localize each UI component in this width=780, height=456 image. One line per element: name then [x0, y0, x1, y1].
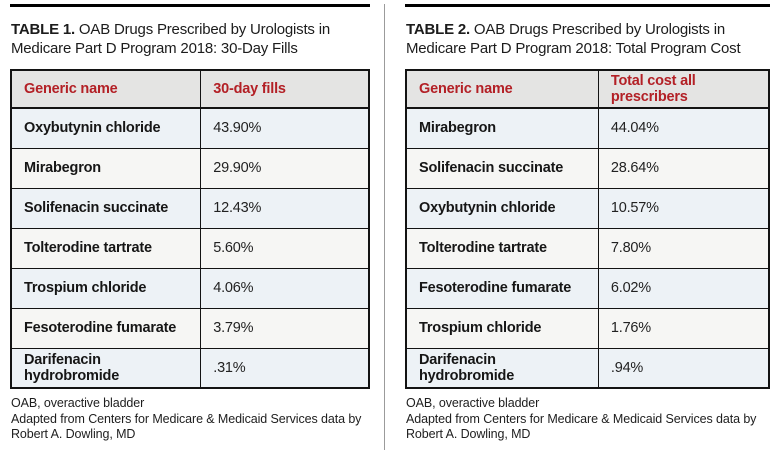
header-row: Generic name Total cost all prescribers	[405, 69, 770, 109]
drug-name-cell: Darifenacin hydrobromide	[10, 347, 202, 389]
footnote-abbreviation: OAB, overactive bladder	[11, 396, 145, 410]
drug-name-cell: Solifenacin succinate	[405, 147, 599, 189]
value-cell: 3.79%	[200, 307, 370, 349]
value-cell: 10.57%	[597, 187, 770, 229]
drug-name-cell: Oxybutynin chloride	[10, 107, 202, 149]
column-header-30-day-fills: 30-day fills	[200, 69, 370, 109]
drug-name-cell: Darifenacin hydrobromide	[405, 347, 599, 389]
table-1-title: TABLE 1. OAB Drugs Prescribed by Urologi…	[11, 20, 370, 58]
table-1-label: TABLE 1.	[11, 21, 75, 38]
drug-name-cell: Mirabegron	[10, 147, 202, 189]
value-cell: 7.80%	[597, 227, 770, 269]
column-header-total-cost: Total cost all prescribers	[597, 69, 770, 109]
drug-name-cell: Fesoterodine fumarate	[405, 267, 599, 309]
table-row: Solifenacin succinate 28.64%	[405, 147, 770, 189]
value-cell: .31%	[200, 347, 370, 389]
column-header-generic-name: Generic name	[10, 69, 202, 109]
footnote-abbreviation: OAB, overactive bladder	[406, 396, 540, 410]
top-rule	[10, 4, 370, 7]
table-1-footnotes: OAB, overactive bladder Adapted from Cen…	[11, 396, 363, 443]
table-row: Oxybutynin chloride 10.57%	[405, 187, 770, 229]
footnote-source: Adapted from Centers for Medicare & Medi…	[406, 411, 757, 442]
value-cell: 6.02%	[597, 267, 770, 309]
drug-name-cell: Mirabegron	[405, 107, 599, 149]
table-row: Darifenacin hydrobromide .31%	[10, 347, 370, 389]
drug-name-cell: Trospium chloride	[10, 267, 202, 309]
value-cell: 4.06%	[200, 267, 370, 309]
drug-name-cell: Trospium chloride	[405, 307, 599, 349]
value-cell: 44.04%	[597, 107, 770, 149]
table-2-footnotes: OAB, overactive bladder Adapted from Cen…	[406, 396, 758, 443]
drug-name-cell: Fesoterodine fumarate	[10, 307, 202, 349]
value-cell: 28.64%	[597, 147, 770, 189]
table-row: Tolterodine tartrate 5.60%	[10, 227, 370, 269]
table-2-label: TABLE 2.	[406, 21, 470, 38]
value-cell: 5.60%	[200, 227, 370, 269]
value-cell: 29.90%	[200, 147, 370, 189]
table-row: Trospium chloride 4.06%	[10, 267, 370, 309]
header-row: Generic name 30-day fills	[10, 69, 370, 109]
value-cell: 12.43%	[200, 187, 370, 229]
value-cell: 43.90%	[200, 107, 370, 149]
drug-name-cell: Oxybutynin chloride	[405, 187, 599, 229]
table-row: Fesoterodine fumarate 6.02%	[405, 267, 770, 309]
value-cell: 1.76%	[597, 307, 770, 349]
column-divider	[384, 4, 385, 450]
value-cell: .94%	[597, 347, 770, 389]
table-row: Mirabegron 44.04%	[405, 107, 770, 149]
table-1-block: TABLE 1. OAB Drugs Prescribed by Urologi…	[10, 4, 370, 443]
drug-name-cell: Tolterodine tartrate	[10, 227, 202, 269]
table-1-title-text: OAB Drugs Prescribed by Urologists in Me…	[11, 21, 330, 57]
top-rule	[405, 4, 770, 7]
table-row: Mirabegron 29.90%	[10, 147, 370, 189]
table-row: Darifenacin hydrobromide .94%	[405, 347, 770, 389]
table-2: Generic name Total cost all prescribers …	[405, 69, 770, 389]
table-2-title: TABLE 2. OAB Drugs Prescribed by Urologi…	[406, 20, 770, 58]
column-header-generic-name: Generic name	[405, 69, 599, 109]
table-2-block: TABLE 2. OAB Drugs Prescribed by Urologi…	[405, 4, 770, 443]
table-2-title-text: OAB Drugs Prescribed by Urologists in Me…	[406, 21, 741, 57]
footnote-source: Adapted from Centers for Medicare & Medi…	[11, 411, 362, 442]
drug-name-cell: Solifenacin succinate	[10, 187, 202, 229]
table-row: Oxybutynin chloride 43.90%	[10, 107, 370, 149]
table-row: Trospium chloride 1.76%	[405, 307, 770, 349]
table-1: Generic name 30-day fills Oxybutynin chl…	[10, 69, 370, 389]
table-row: Fesoterodine fumarate 3.79%	[10, 307, 370, 349]
table-row: Solifenacin succinate 12.43%	[10, 187, 370, 229]
table-row: Tolterodine tartrate 7.80%	[405, 227, 770, 269]
drug-name-cell: Tolterodine tartrate	[405, 227, 599, 269]
